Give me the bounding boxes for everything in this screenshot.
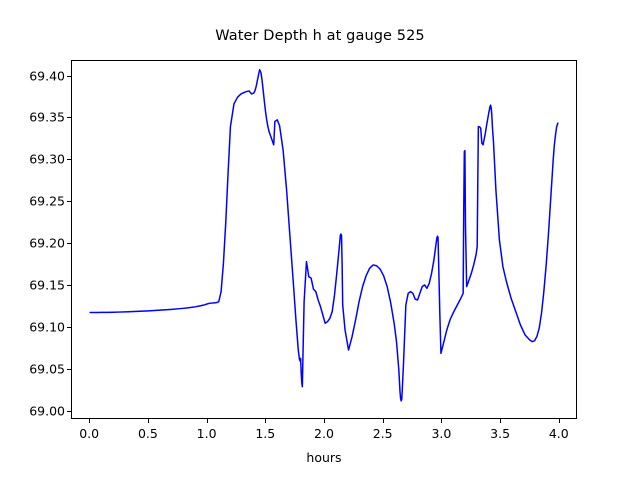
x-tick-label: 0.5 — [137, 426, 158, 441]
y-tick-mark — [67, 117, 71, 119]
y-tick-label: 69.25 — [29, 193, 65, 209]
y-tick-mark — [67, 285, 71, 287]
y-tick-mark — [67, 327, 71, 329]
y-tick-label: 69.15 — [29, 277, 65, 293]
y-tick-label: 69.10 — [29, 319, 65, 335]
y-tick-mark — [67, 75, 71, 77]
x-tick-mark — [324, 419, 325, 423]
data-series-canvas — [89, 69, 559, 402]
x-tick-label: 2.0 — [314, 426, 334, 441]
x-tick-label: 2.5 — [372, 426, 393, 441]
x-tick-mark — [206, 419, 208, 423]
x-tick-mark — [265, 419, 267, 423]
y-tick-mark — [67, 243, 71, 245]
x-tick-label: 0.0 — [79, 426, 100, 441]
y-tick-mark — [67, 201, 71, 203]
y-tick-mark — [67, 411, 71, 413]
y-tick-label: 69.35 — [29, 109, 65, 125]
x-tick-label: 3.0 — [431, 426, 452, 441]
y-tick-label: 69.00 — [29, 403, 65, 419]
x-tick-mark — [147, 419, 149, 423]
y-tick-label: 69.30 — [29, 151, 65, 167]
chart-title: Water Depth h at gauge 525 — [215, 28, 425, 44]
x-axis-label: hours — [306, 450, 342, 465]
x-tick-label: 4.0 — [548, 426, 569, 441]
y-tick-label: 69.40 — [29, 68, 65, 84]
y-tick-mark — [67, 159, 71, 161]
y-tick-label: 69.20 — [29, 235, 65, 251]
plot-area — [71, 60, 577, 419]
line-series-water-depth — [89, 69, 559, 402]
x-tick-mark — [500, 419, 502, 423]
y-tick-label: 69.05 — [29, 361, 65, 377]
x-tick-label: 3.5 — [490, 426, 511, 441]
x-tick-label: 1.5 — [255, 426, 276, 441]
x-tick-mark — [441, 419, 443, 423]
y-tick-mark — [67, 369, 71, 371]
x-tick-mark — [558, 419, 560, 423]
x-tick-mark — [89, 419, 91, 423]
y-axis-tick-labels: 69.00 69.05 69.10 69.15 69.20 69.25 69.30 69.35… — [5, 0, 65, 480]
x-tick-label: 1.0 — [196, 426, 217, 441]
x-tick-mark — [382, 419, 384, 423]
